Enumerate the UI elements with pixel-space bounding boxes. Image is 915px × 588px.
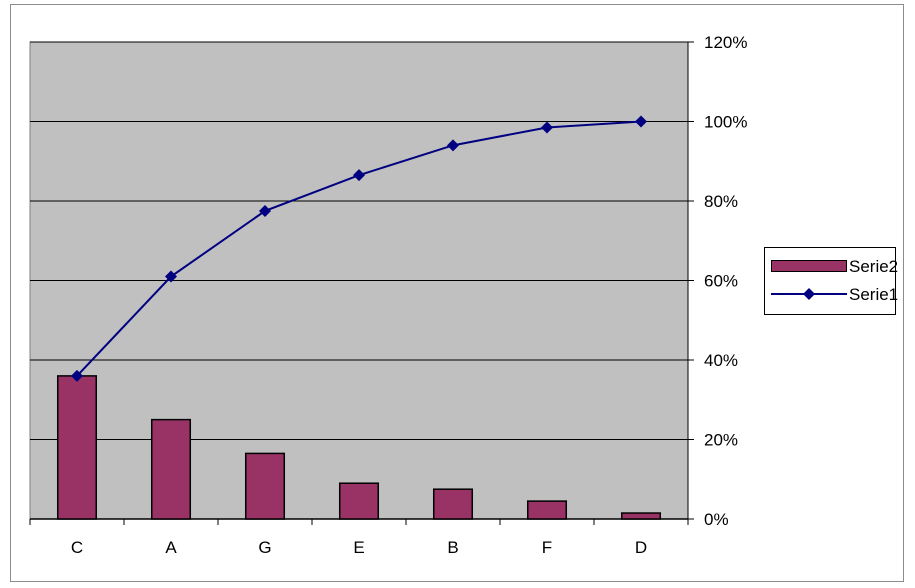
bar-serie2-G — [244, 452, 286, 520]
legend-label-serie1: Serie1 — [849, 285, 899, 304]
bar-serie2-A — [150, 418, 192, 520]
legend: Serie2 Serie1 — [764, 247, 899, 315]
marker-serie1-F — [541, 121, 553, 134]
legend-label-serie2: Serie2 — [849, 257, 899, 276]
marker-serie1-C — [71, 369, 83, 382]
bar-serie2-C — [56, 375, 98, 520]
x-tick-label: E — [353, 538, 364, 557]
bar-serie2-F — [526, 500, 568, 520]
x-tick-label: D — [635, 538, 647, 557]
legend-swatch-serie2 — [771, 260, 847, 272]
bar-serie2-D — [620, 512, 662, 520]
y-tick-label: 80% — [704, 192, 738, 211]
x-tick-label: G — [258, 538, 271, 557]
bar-serie2-B — [432, 488, 474, 520]
y-tick-label: 100% — [704, 113, 747, 132]
x-tick-label: B — [447, 538, 458, 557]
y-tick-label: 20% — [704, 431, 738, 450]
legend-swatch-serie1 — [771, 288, 847, 300]
y-tick-label: 60% — [704, 272, 738, 291]
marker-serie1-E — [353, 169, 365, 182]
x-tick-label: A — [165, 538, 177, 557]
y-tick-label: 0% — [704, 510, 729, 529]
marker-serie1-G — [259, 204, 271, 217]
bar-serie2-E — [338, 482, 380, 520]
y-tick-label: 40% — [704, 351, 738, 370]
marker-serie1-D — [635, 115, 647, 128]
marker-serie1-A — [165, 270, 177, 283]
legend-item-serie2: Serie2 — [765, 253, 899, 279]
y-tick-label: 120% — [704, 33, 747, 52]
x-tick-label: C — [71, 538, 83, 557]
x-tick-label: F — [542, 538, 552, 557]
marker-serie1-B — [447, 139, 459, 152]
legend-item-serie1: Serie1 — [765, 281, 899, 307]
